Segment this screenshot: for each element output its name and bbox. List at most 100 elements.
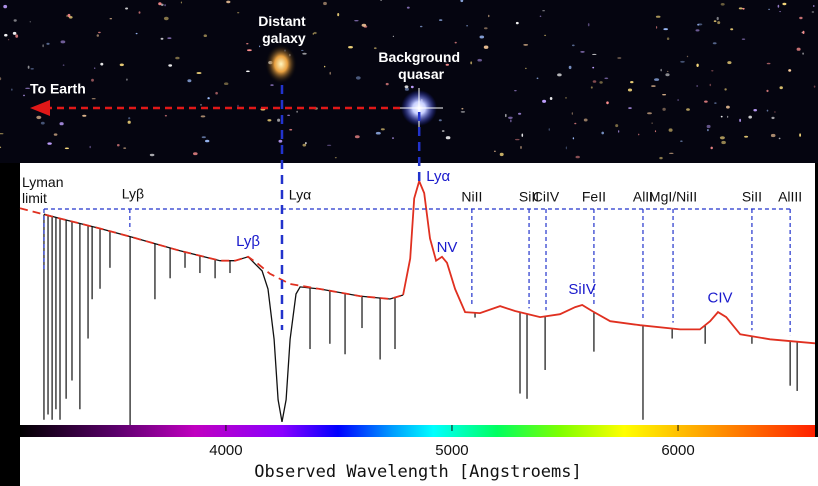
star: [470, 61, 472, 64]
star: [656, 16, 661, 18]
star: [704, 101, 708, 103]
star: [23, 95, 25, 97]
star: [721, 116, 723, 118]
star: [739, 119, 741, 122]
star: [237, 12, 239, 13]
star: [484, 27, 488, 29]
star: [226, 1, 230, 4]
star: [628, 89, 632, 92]
star: [522, 134, 524, 137]
star: [136, 33, 138, 34]
star: [289, 129, 292, 131]
star: [713, 42, 717, 44]
star: [302, 53, 306, 55]
star: [739, 7, 743, 9]
star: [572, 45, 575, 47]
star: [542, 100, 546, 103]
star: [677, 99, 678, 101]
star: [592, 67, 594, 69]
star: [771, 134, 776, 137]
star: [799, 133, 801, 136]
star: [54, 133, 58, 135]
x-tick-label: 6000: [661, 442, 694, 459]
star: [727, 61, 731, 64]
star: [802, 53, 804, 55]
star: [89, 146, 91, 149]
star: [726, 106, 730, 109]
star: [305, 142, 306, 144]
star: [46, 43, 49, 45]
star: [15, 34, 18, 37]
star: [480, 36, 485, 39]
star: [11, 89, 12, 91]
star: [576, 156, 580, 159]
star: [656, 26, 657, 29]
star: [628, 107, 632, 108]
star: [200, 104, 201, 105]
star: [267, 119, 271, 121]
star: [778, 5, 780, 8]
star: [661, 69, 662, 72]
star: [780, 86, 783, 89]
galaxy-line-label: Lyβ: [122, 186, 144, 202]
star: [97, 34, 99, 37]
star: [259, 46, 260, 48]
star: [659, 157, 662, 159]
galaxy-line-label: SiII: [742, 189, 762, 205]
star: [544, 35, 546, 36]
star: [652, 123, 653, 124]
star: [779, 11, 781, 12]
star: [767, 63, 771, 65]
star: [540, 16, 542, 17]
star: [744, 136, 748, 138]
star: [593, 80, 597, 83]
star: [4, 34, 7, 37]
star: [707, 129, 709, 131]
star: [662, 94, 666, 95]
star: [41, 122, 45, 125]
star: [730, 28, 733, 30]
star: [66, 15, 67, 17]
star: [167, 38, 171, 39]
star: [515, 139, 520, 140]
star: [323, 2, 327, 5]
star: [663, 28, 668, 30]
star: [592, 54, 596, 55]
star: [355, 135, 360, 138]
star: [405, 85, 409, 88]
star: [615, 124, 618, 127]
star: [516, 22, 519, 24]
star: [164, 17, 169, 20]
star: [63, 65, 65, 66]
galaxy-line-label: FeII: [582, 189, 606, 205]
star: [303, 144, 307, 147]
star: [601, 132, 604, 135]
galaxy-line-label: AlIII: [778, 189, 802, 205]
galaxy-line-label: Lyα: [289, 187, 311, 203]
star: [247, 49, 252, 51]
star: [566, 146, 567, 149]
star: [814, 86, 816, 88]
galaxy-line-label: NiII: [461, 189, 482, 205]
star: [654, 78, 659, 81]
star: [588, 23, 590, 26]
star: [207, 97, 209, 99]
star: [591, 86, 593, 88]
star: [721, 141, 726, 144]
star: [411, 86, 414, 88]
star: [802, 32, 803, 34]
star: [742, 8, 744, 10]
star: [500, 153, 504, 156]
star: [523, 44, 528, 45]
star: [128, 121, 131, 124]
star: [201, 115, 206, 117]
star: [330, 72, 331, 75]
star: [277, 119, 280, 122]
star: [3, 5, 7, 8]
star: [100, 63, 103, 66]
star: [711, 147, 713, 150]
star: [655, 130, 656, 132]
star: [680, 61, 685, 63]
star: [301, 50, 304, 51]
star: [768, 9, 770, 10]
